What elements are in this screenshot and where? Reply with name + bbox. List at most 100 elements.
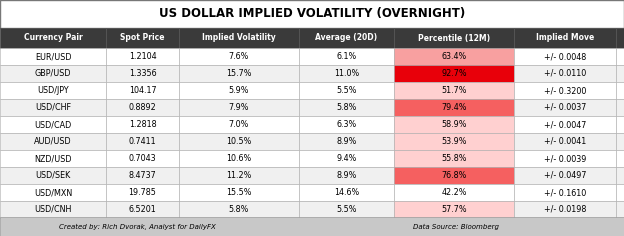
Bar bbox=[0, 82, 106, 99]
Bar bbox=[299, 150, 394, 167]
Text: 58.9%: 58.9% bbox=[441, 120, 467, 129]
Bar bbox=[299, 99, 394, 116]
Text: 7.6%: 7.6% bbox=[229, 52, 249, 61]
Text: USD/CNH: USD/CNH bbox=[34, 205, 72, 214]
Text: +/- 0.0047: +/- 0.0047 bbox=[544, 120, 586, 129]
Text: Implied Move: Implied Move bbox=[536, 34, 594, 42]
Text: 104.17: 104.17 bbox=[129, 86, 157, 95]
Bar bbox=[299, 65, 394, 82]
Bar bbox=[394, 167, 514, 184]
Bar bbox=[616, 65, 624, 82]
Bar bbox=[106, 184, 179, 201]
Bar bbox=[179, 167, 299, 184]
Bar bbox=[0, 133, 106, 150]
Text: 7.0%: 7.0% bbox=[229, 120, 249, 129]
Bar bbox=[179, 201, 299, 218]
Text: 1.3356: 1.3356 bbox=[129, 69, 157, 78]
Text: Spot Price: Spot Price bbox=[120, 34, 165, 42]
Text: 6.3%: 6.3% bbox=[336, 120, 357, 129]
Text: USD/CHF: USD/CHF bbox=[35, 103, 71, 112]
Bar bbox=[394, 150, 514, 167]
Text: 5.8%: 5.8% bbox=[229, 205, 249, 214]
Bar bbox=[616, 82, 624, 99]
Bar bbox=[514, 48, 616, 65]
Bar bbox=[616, 48, 624, 65]
Text: 15.7%: 15.7% bbox=[227, 69, 251, 78]
Bar bbox=[106, 65, 179, 82]
Bar bbox=[616, 28, 624, 48]
Text: Created by: Rich Dvorak, Analyst for DailyFX: Created by: Rich Dvorak, Analyst for Dai… bbox=[59, 223, 216, 230]
Bar bbox=[616, 184, 624, 201]
Bar bbox=[299, 167, 394, 184]
Bar bbox=[179, 99, 299, 116]
Text: 15.5%: 15.5% bbox=[227, 188, 251, 197]
Bar bbox=[0, 116, 106, 133]
Bar bbox=[179, 184, 299, 201]
Bar bbox=[299, 82, 394, 99]
Text: EUR/USD: EUR/USD bbox=[35, 52, 71, 61]
Text: USD/CAD: USD/CAD bbox=[34, 120, 72, 129]
Text: +/- 0.0497: +/- 0.0497 bbox=[544, 171, 587, 180]
Text: 14.6%: 14.6% bbox=[334, 188, 359, 197]
Bar bbox=[106, 133, 179, 150]
Text: GBP/USD: GBP/USD bbox=[35, 69, 71, 78]
Bar bbox=[514, 28, 616, 48]
Text: Average (20D): Average (20D) bbox=[316, 34, 378, 42]
Bar bbox=[299, 201, 394, 218]
Text: 5.8%: 5.8% bbox=[336, 103, 357, 112]
Bar bbox=[394, 116, 514, 133]
Bar bbox=[616, 167, 624, 184]
Bar bbox=[0, 201, 106, 218]
Text: 19.785: 19.785 bbox=[129, 188, 157, 197]
Text: 8.9%: 8.9% bbox=[336, 137, 357, 146]
Bar bbox=[616, 133, 624, 150]
Bar bbox=[394, 82, 514, 99]
Bar bbox=[179, 150, 299, 167]
Text: 79.4%: 79.4% bbox=[441, 103, 467, 112]
Bar bbox=[0, 217, 624, 236]
Bar bbox=[0, 99, 106, 116]
Bar bbox=[299, 184, 394, 201]
Text: +/- 0.0048: +/- 0.0048 bbox=[544, 52, 586, 61]
Text: 42.2%: 42.2% bbox=[441, 188, 467, 197]
Text: USD/MXN: USD/MXN bbox=[34, 188, 72, 197]
Text: 0.7411: 0.7411 bbox=[129, 137, 157, 146]
Text: 92.7%: 92.7% bbox=[441, 69, 467, 78]
Text: 5.5%: 5.5% bbox=[336, 86, 357, 95]
Text: 5.9%: 5.9% bbox=[229, 86, 249, 95]
Text: 8.9%: 8.9% bbox=[336, 171, 357, 180]
Bar bbox=[179, 65, 299, 82]
Bar bbox=[616, 201, 624, 218]
Bar bbox=[514, 99, 616, 116]
Text: Percentile (12M): Percentile (12M) bbox=[418, 34, 490, 42]
Text: 76.8%: 76.8% bbox=[441, 171, 467, 180]
Text: 1.2818: 1.2818 bbox=[129, 120, 157, 129]
Bar bbox=[394, 133, 514, 150]
Text: 6.1%: 6.1% bbox=[336, 52, 357, 61]
Text: US DOLLAR IMPLIED VOLATILITY (OVERNIGHT): US DOLLAR IMPLIED VOLATILITY (OVERNIGHT) bbox=[159, 8, 465, 21]
Bar bbox=[394, 184, 514, 201]
Bar bbox=[514, 133, 616, 150]
Bar bbox=[179, 133, 299, 150]
Text: +/- 0.0037: +/- 0.0037 bbox=[544, 103, 586, 112]
Bar bbox=[299, 133, 394, 150]
Bar bbox=[394, 48, 514, 65]
Bar bbox=[514, 150, 616, 167]
Text: 1.2104: 1.2104 bbox=[129, 52, 157, 61]
Bar bbox=[394, 99, 514, 116]
Text: +/- 0.0041: +/- 0.0041 bbox=[544, 137, 586, 146]
Text: 0.8892: 0.8892 bbox=[129, 103, 157, 112]
Bar bbox=[106, 82, 179, 99]
Bar bbox=[0, 48, 106, 65]
Text: Implied Volatility: Implied Volatility bbox=[202, 34, 276, 42]
Text: 11.2%: 11.2% bbox=[227, 171, 251, 180]
Bar bbox=[179, 116, 299, 133]
Text: +/- 0.0039: +/- 0.0039 bbox=[544, 154, 586, 163]
Text: 51.7%: 51.7% bbox=[441, 86, 467, 95]
Text: 53.9%: 53.9% bbox=[441, 137, 467, 146]
Bar bbox=[0, 150, 106, 167]
Bar bbox=[0, 0, 624, 28]
Bar bbox=[106, 48, 179, 65]
Text: 6.5201: 6.5201 bbox=[129, 205, 157, 214]
Text: Data Source: Bloomberg: Data Source: Bloomberg bbox=[412, 223, 499, 230]
